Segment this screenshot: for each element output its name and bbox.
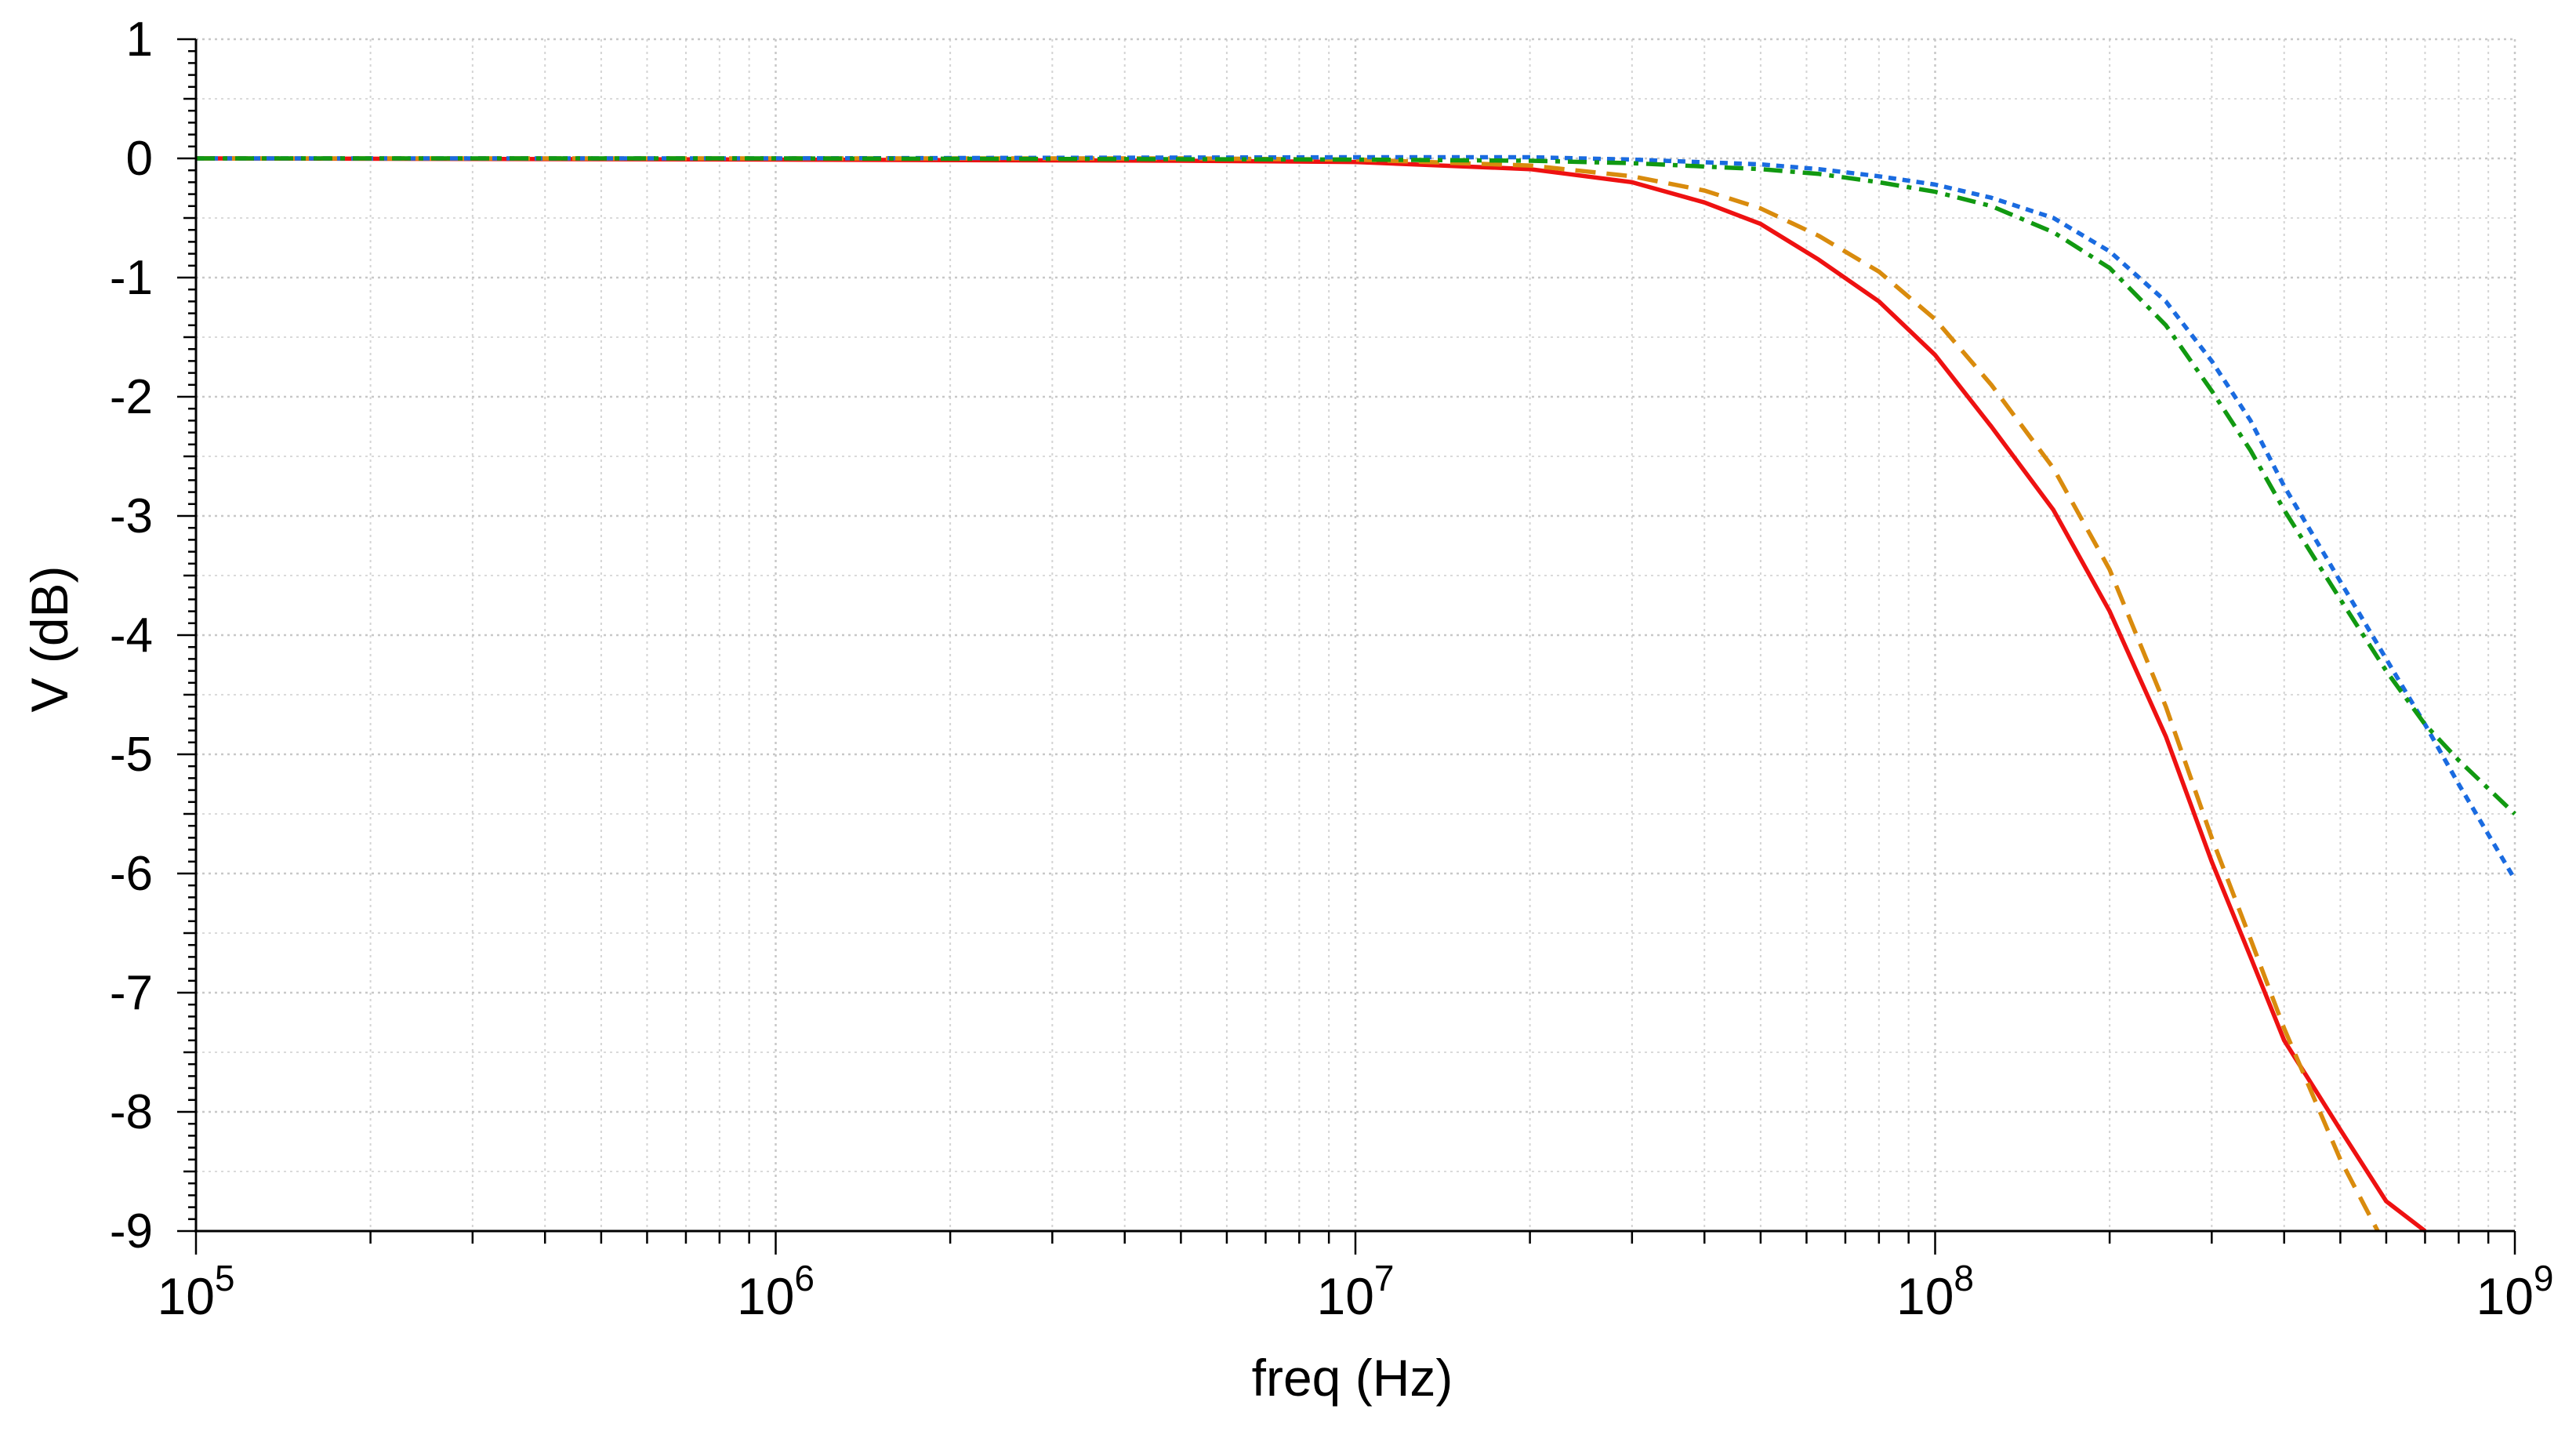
- y-tick-label: -2: [110, 370, 153, 424]
- x-tick-label: 108: [1896, 1258, 1974, 1325]
- y-tick-label: 0: [126, 132, 153, 186]
- y-tick-label: -7: [110, 966, 153, 1020]
- y-tick-label: -4: [110, 608, 153, 663]
- y-axis-title: V (dB): [20, 565, 78, 712]
- x-tick-base: 10: [1896, 1267, 1954, 1325]
- y-tick-label: -3: [110, 489, 153, 543]
- x-tick-exponent: 8: [1954, 1258, 1974, 1298]
- x-tick-label: 109: [2476, 1258, 2553, 1325]
- y-tick-label: 1: [126, 13, 153, 67]
- y-tick-label: -8: [110, 1085, 153, 1139]
- y-tick-label: -9: [110, 1204, 153, 1258]
- series-line-1: [195, 156, 2427, 1233]
- x-tick-base: 10: [737, 1267, 794, 1325]
- y-tick-label: -6: [110, 847, 153, 901]
- series-group: [195, 154, 2517, 1233]
- axes: [177, 38, 2516, 1255]
- x-tick-exponent: 6: [794, 1258, 815, 1298]
- x-tick-exponent: 9: [2534, 1258, 2554, 1298]
- x-axis-title: freq (Hz): [1252, 1349, 1453, 1407]
- x-tick-labels: 105 106 107 108 109: [157, 1258, 2553, 1325]
- x-tick-base: 10: [1316, 1267, 1373, 1325]
- x-tick-base: 10: [157, 1267, 214, 1325]
- series-line-2: [196, 156, 2380, 1233]
- x-tick-label: 106: [737, 1258, 815, 1325]
- x-tick-exponent: 7: [1374, 1258, 1395, 1298]
- y-tick-labels: 1 0 -1 -2 -3 -4 -5 -6 -7 -8 -9: [110, 13, 153, 1258]
- x-tick-label: 105: [157, 1258, 234, 1325]
- series-line-4: [196, 156, 2516, 815]
- x-tick-exponent: 5: [215, 1258, 235, 1298]
- y-tick-label: -5: [110, 728, 153, 782]
- x-tick-base: 10: [2476, 1267, 2533, 1325]
- series-line-3: [196, 154, 2517, 881]
- y-tick-label: -1: [110, 251, 153, 305]
- grid-lines: [194, 38, 2516, 1233]
- x-tick-label: 107: [1316, 1258, 1394, 1325]
